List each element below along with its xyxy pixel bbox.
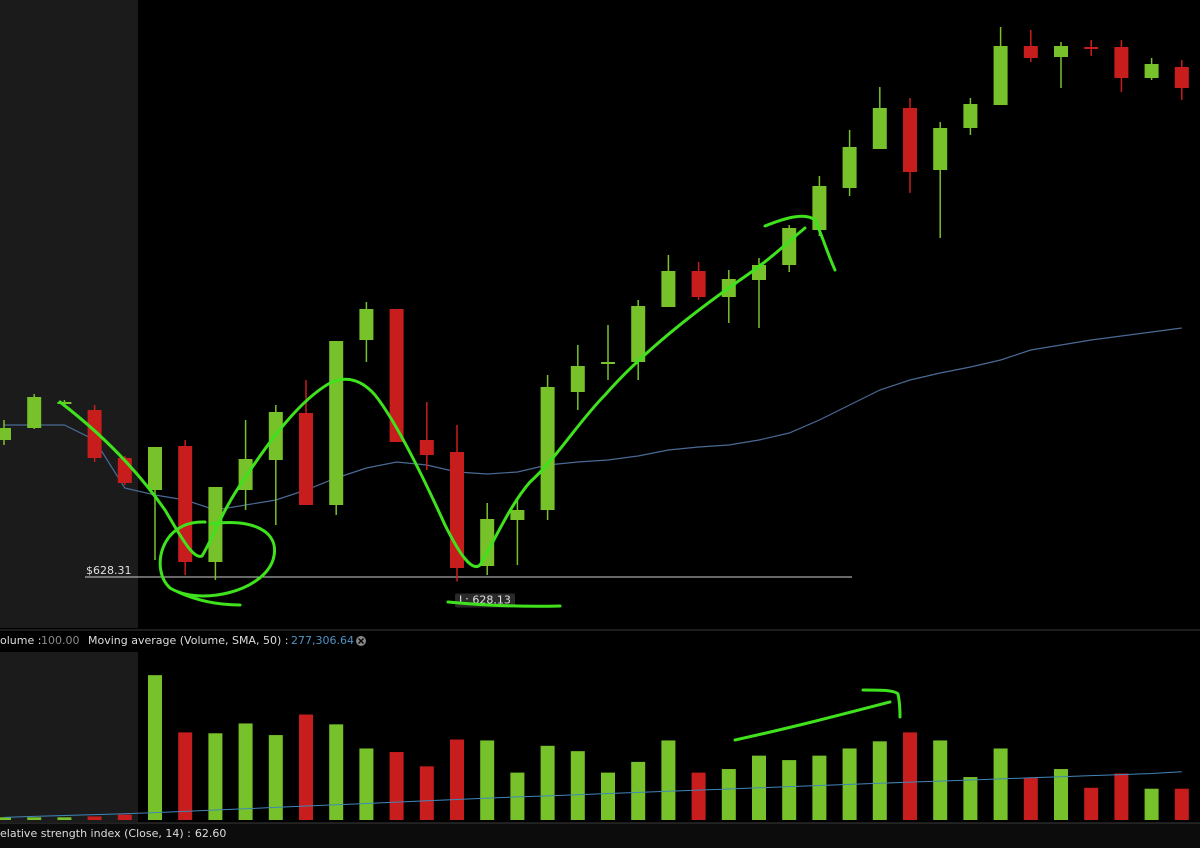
candle-body <box>872 108 887 149</box>
volume-bar <box>480 740 495 820</box>
volume-bar <box>872 741 887 820</box>
volume-sma-label: Moving average (Volume, SMA, 50) : <box>88 634 288 647</box>
rsi-value: 62.60 <box>195 827 227 840</box>
close-icon-x[interactable] <box>358 638 364 644</box>
candle-body <box>389 309 404 442</box>
volume-bar <box>933 740 948 820</box>
volume-bar <box>299 714 313 820</box>
volume-sma-value: 277,306.64 <box>291 634 354 647</box>
volume-trend-stroke <box>733 700 892 742</box>
volume-bar <box>782 760 797 820</box>
candle-body <box>299 413 313 505</box>
trend-stroke <box>58 226 807 568</box>
arrow-stroke <box>763 214 837 272</box>
volume-bar <box>117 814 132 820</box>
candle-body <box>540 387 555 510</box>
price-level-label: $628.31 <box>86 564 132 577</box>
volume-panel <box>0 675 1189 820</box>
volume-bar <box>148 675 162 820</box>
volume-bar <box>1174 788 1189 820</box>
candle-body <box>1054 46 1068 57</box>
volume-label: olume : <box>0 634 41 647</box>
volume-bar <box>631 761 646 820</box>
candle-body <box>57 402 72 404</box>
moving-average-line <box>4 327 1182 511</box>
volume-bar <box>178 732 193 820</box>
candle-body <box>933 128 948 170</box>
underline-stroke <box>446 600 562 608</box>
candle-body <box>1084 47 1099 49</box>
candle-body <box>631 306 646 362</box>
hand-drawing <box>58 214 902 742</box>
volume-bar <box>389 752 404 820</box>
candle-body <box>419 440 434 455</box>
volume-bar <box>601 772 615 820</box>
candle-body <box>963 104 978 128</box>
candle-body <box>0 428 11 440</box>
candle-body <box>993 46 1008 105</box>
candle-body <box>329 341 344 505</box>
candle-body <box>178 446 193 562</box>
volume-bar <box>721 769 736 820</box>
candle-body <box>601 362 615 364</box>
volume-bar <box>691 772 706 820</box>
volume-bar <box>963 777 978 820</box>
candle-body <box>661 271 676 307</box>
candle-body <box>1114 47 1129 78</box>
volume-arrow-stroke <box>861 688 902 719</box>
volume-bar <box>329 724 344 820</box>
history-shade <box>0 652 138 822</box>
volume-bar <box>27 817 42 820</box>
volume-bar <box>208 733 223 820</box>
price-panel: $628.31L: 628.13 <box>0 27 1189 608</box>
candle-body <box>510 510 525 520</box>
volume-bar <box>903 732 917 820</box>
candle-body <box>359 309 374 340</box>
volume-bar <box>450 739 464 820</box>
candle-body <box>1023 46 1038 58</box>
candle-body <box>570 366 585 392</box>
candle-body <box>87 410 102 458</box>
volume-bar <box>268 735 283 820</box>
candle-body <box>691 271 706 297</box>
history-shade <box>0 0 138 628</box>
volume-bar <box>1054 769 1068 820</box>
volume-bar <box>661 740 676 820</box>
volume-bar <box>540 745 555 820</box>
candle-body <box>1174 67 1189 88</box>
volume-bar <box>570 751 585 820</box>
volume-bar <box>238 723 253 820</box>
volume-bar <box>1144 788 1159 820</box>
volume-bar <box>1023 777 1038 820</box>
candle-body <box>450 452 464 568</box>
candle-body <box>148 447 162 490</box>
circle-stroke <box>158 520 276 598</box>
candle-body <box>903 108 917 172</box>
volume-bar <box>812 755 827 820</box>
volume-bar <box>419 766 434 820</box>
volume-value: 100.00 <box>41 634 80 647</box>
candle-body <box>842 147 857 188</box>
volume-bar <box>1084 787 1099 820</box>
rsi-bar <box>0 823 1200 848</box>
underline-stroke <box>176 590 242 607</box>
volume-bar <box>0 817 11 820</box>
volume-bar <box>1114 773 1129 820</box>
volume-bar <box>359 748 374 820</box>
candle-body <box>812 186 827 230</box>
volume-sma-line <box>3 771 1182 818</box>
rsi-label: elative strength index (Close, 14) : <box>0 827 191 840</box>
volume-bar <box>510 772 525 820</box>
candle-body <box>1144 64 1159 78</box>
volume-bar <box>57 817 72 820</box>
volume-bar <box>87 816 102 820</box>
candle-body <box>27 397 42 428</box>
candle-body <box>480 519 495 566</box>
volume-bar <box>993 748 1008 820</box>
